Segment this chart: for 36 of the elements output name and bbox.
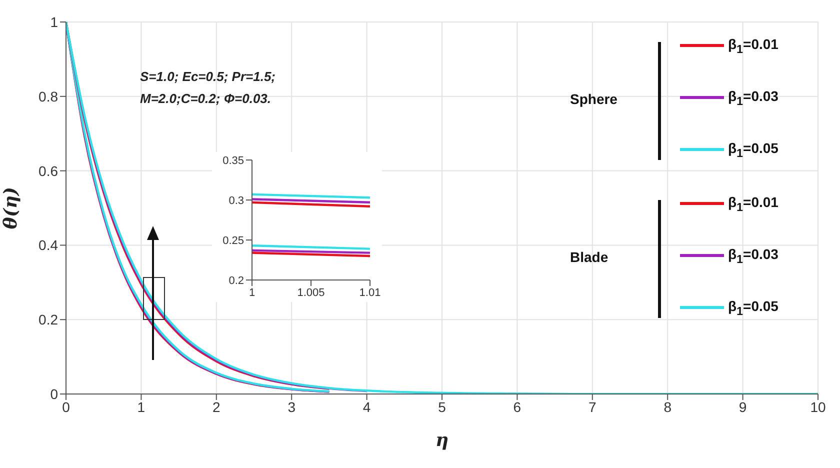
y-tick-label: 0.6 xyxy=(38,162,58,179)
y-tick-label: 0.4 xyxy=(38,237,58,254)
legend-label: β$_{1}$=0.05 xyxy=(728,298,778,318)
y-tick-label: 0.2 xyxy=(38,312,58,328)
x-tick-label: 2 xyxy=(212,398,220,415)
x-tick-label: 1.01 xyxy=(359,286,381,299)
y-tick-label: 0.35 xyxy=(222,154,244,167)
x-tick-label: 4 xyxy=(362,398,371,415)
x-tick-label: 1 xyxy=(248,286,256,299)
annotation: M=2.0;C=0.2; Φ=0.03. xyxy=(140,90,272,108)
y-tick-label: 0.8 xyxy=(38,88,58,104)
x-tick-label: 1 xyxy=(137,398,146,415)
x-tick-label: 6 xyxy=(513,398,522,415)
annotation: Sphere xyxy=(570,91,618,107)
x-tick-label: 1.005 xyxy=(297,286,325,299)
y-tick-label: 1 xyxy=(50,14,58,30)
x-tick-label: 8 xyxy=(664,398,672,415)
x-tick-label: 3 xyxy=(288,398,296,415)
x-tick-label: 7 xyxy=(588,398,596,415)
legend-label: β$_{1}$=0.05 xyxy=(728,140,778,160)
y-tick-label: 0.3 xyxy=(228,194,244,207)
x-axis-title: η xyxy=(435,430,449,451)
legend-label: β$_{1}$=0.01 xyxy=(728,194,778,214)
annotation: S=1.0; Ec=0.5; Pr=1.5; xyxy=(140,68,276,86)
legend-label: β$_{1}$=0.03 xyxy=(728,88,778,108)
y-axis-title: θ(η) xyxy=(0,186,22,230)
x-tick-label: 0 xyxy=(62,398,70,415)
x-tick-label: 10 xyxy=(810,398,826,415)
legend-label: β$_{1}$=0.03 xyxy=(728,246,778,266)
annotation: Blade xyxy=(570,249,608,265)
y-tick-label: 0 xyxy=(50,386,58,402)
legend-label: β$_{1}$=0.01 xyxy=(728,36,778,56)
x-tick-label: 9 xyxy=(738,398,747,415)
y-tick-label: 0.25 xyxy=(222,234,244,247)
x-tick-label: 5 xyxy=(438,398,446,415)
y-tick-label: 0.2 xyxy=(228,274,244,287)
